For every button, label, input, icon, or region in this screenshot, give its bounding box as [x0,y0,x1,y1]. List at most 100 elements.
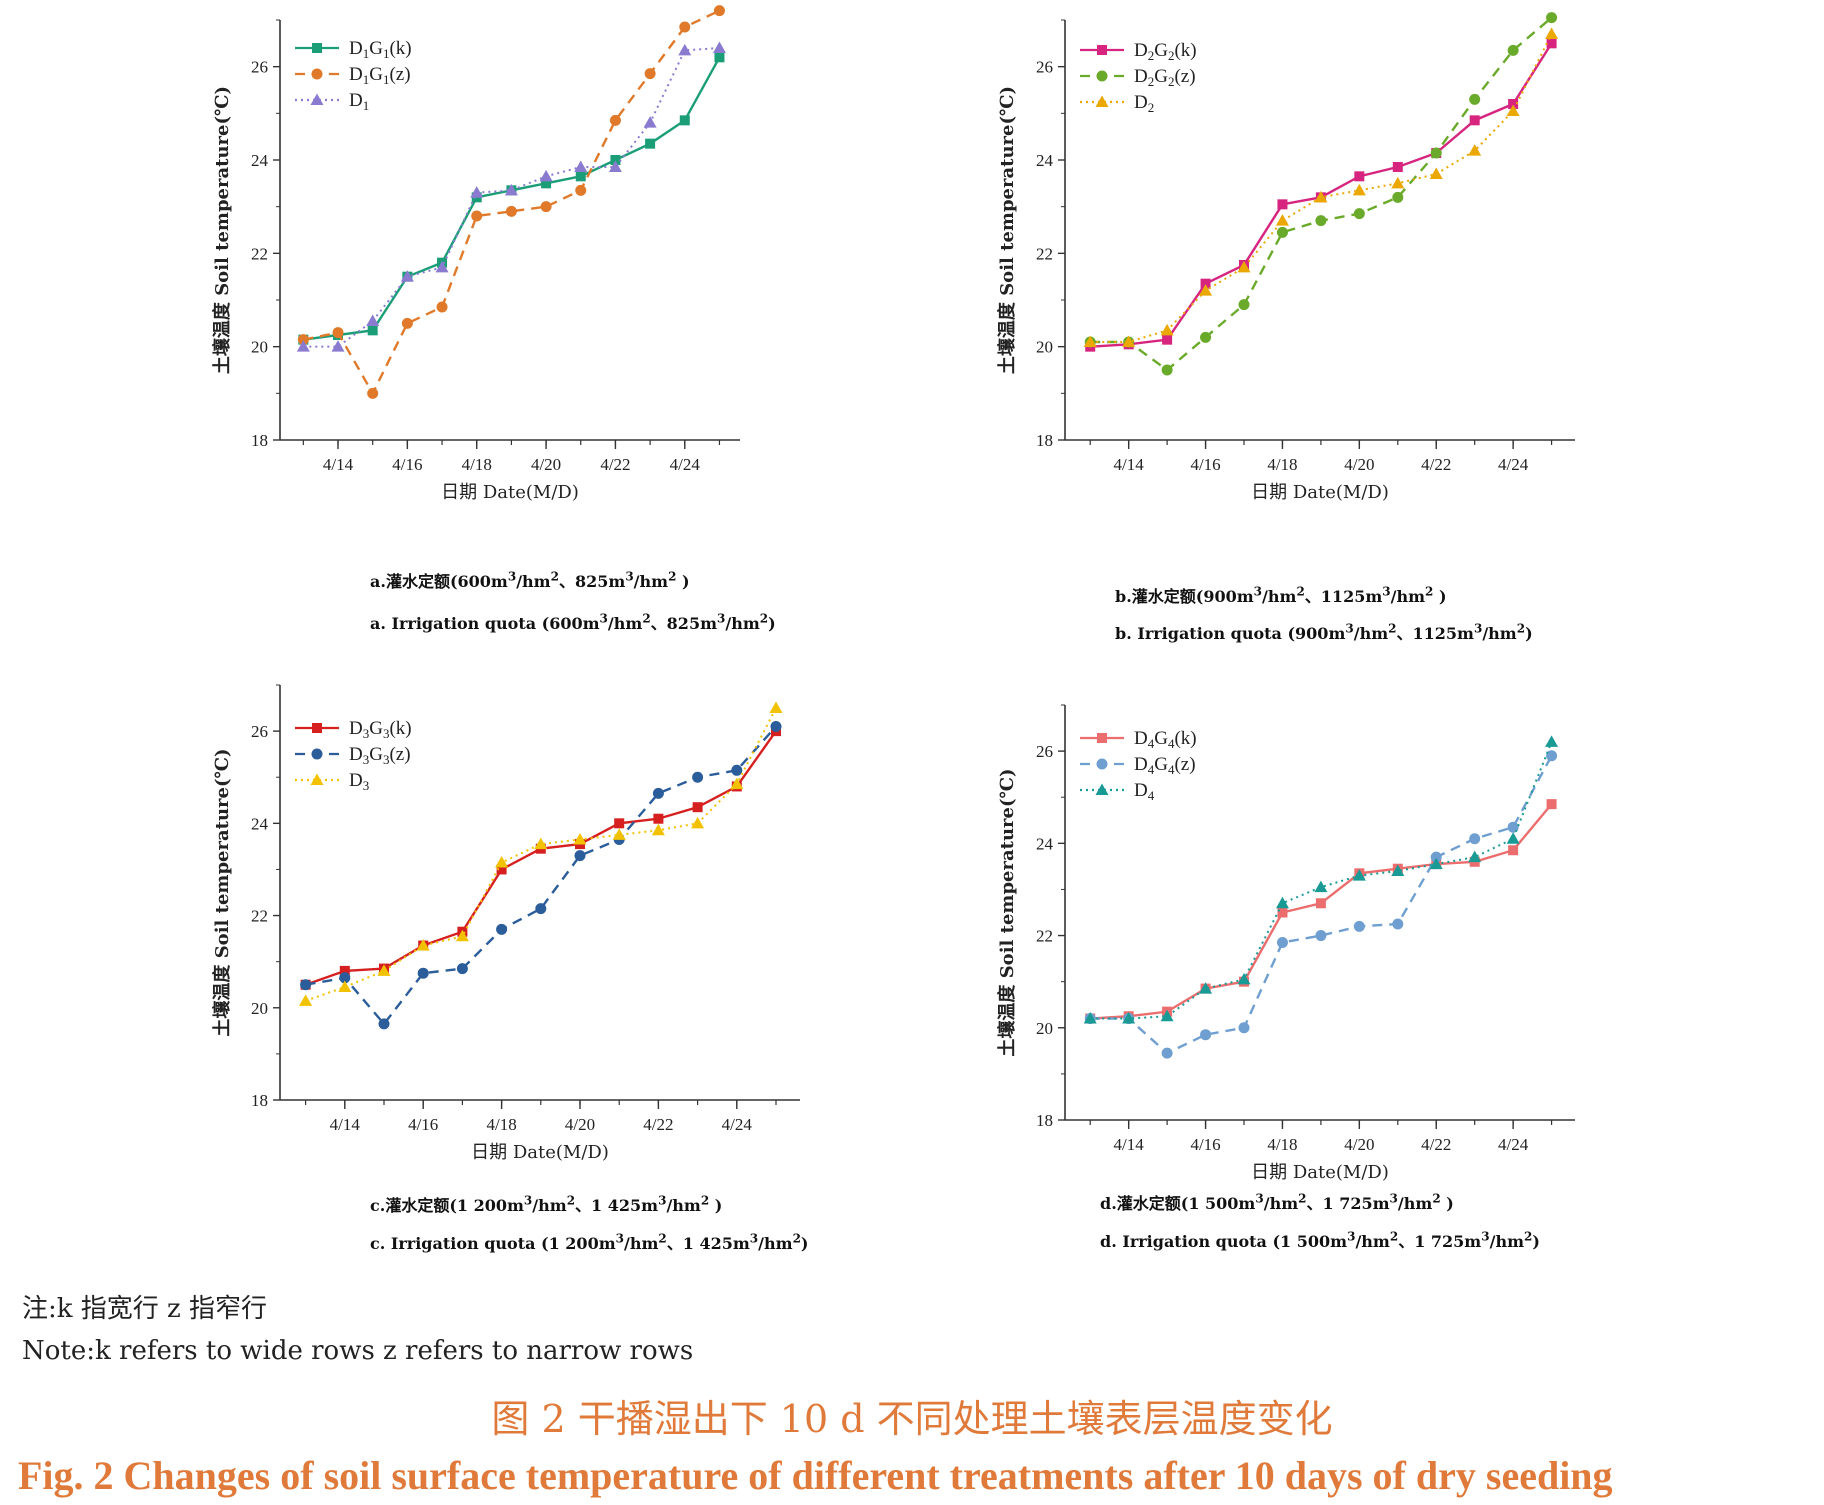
data-point [612,828,626,840]
x-tick-label: 4/18 [1267,1135,1297,1154]
data-point [1277,907,1288,918]
data-point [1468,144,1482,156]
data-point [1352,869,1366,881]
y-axis-title: 土壤温度 Soil temperature(℃) [996,86,1018,374]
legend-marker [1097,733,1107,743]
legend-label: D1 [349,90,369,113]
data-point [541,178,552,189]
data-point [1200,1029,1212,1041]
legend-subscript: 1 [363,46,370,61]
data-point [1468,850,1482,863]
legend-text-part: G [1154,728,1168,749]
data-point [539,169,553,182]
data-point [1200,331,1212,343]
legend-text-part: G [369,64,383,85]
data-point [377,964,391,976]
legend-subscript: 3 [363,726,370,741]
data-point [1122,1012,1136,1024]
series-triangle-group [296,41,726,352]
data-point [573,832,587,845]
legend-text-part: G [369,744,383,765]
chart-d: 18 20 22 24 26 4/14 4/16 4/18 4/20 4/22 4/24 日期 Dat… [996,704,1575,1183]
y-tick-label: 20 [251,338,268,357]
y-tick-label: 18 [251,431,268,450]
y-tick-label: 22 [251,907,268,926]
data-point [1352,183,1366,196]
legend-text-part: D [349,38,363,59]
caption-a-cn: a.灌水定额(600m3/hm2、825m3/hm2 ) [370,569,690,591]
chart-a: 18 20 22 24 26 4/14 4/16 4/18 4/20 4/22 4/24 日期 Dat… [211,5,740,503]
caption-b-en: b. Irrigation quota (900m3/hm2、1125m3/hm… [1115,621,1533,643]
data-point [1545,735,1559,747]
legend-text-part: D [1134,40,1148,61]
x-tick-label: 4/14 [330,1115,361,1134]
caption-d-cn: d.灌水定额(1 500m3/hm2、1 725m3/hm2 ) [1100,1191,1454,1213]
legend-marker [1096,758,1108,770]
x-tick-label: 4/18 [486,1115,516,1134]
data-point [1392,918,1404,930]
caption-a-en: a. Irrigation quota (600m3/hm2、825m3/hm2… [370,611,776,633]
data-point [296,340,310,352]
legend-subscript: 4 [1168,736,1175,751]
series-line [305,730,777,986]
data-point [691,816,705,829]
data-point [1429,167,1443,179]
legend-text-part: D [349,64,363,85]
legend-text-part: D [349,770,363,791]
x-tick-label: 4/20 [531,455,561,474]
legend-text-part: G [1154,754,1168,775]
data-point [496,923,508,935]
data-point [535,903,547,915]
x-tick-label: 4/18 [1267,455,1297,474]
x-tick-label: 4/24 [722,1115,753,1134]
x-tick-label: 4/22 [1421,1135,1451,1154]
data-point [1237,972,1251,985]
data-point [400,270,414,282]
series-line [303,9,720,396]
legend-subscript: 2 [1148,100,1155,115]
y-tick-label: 26 [251,58,268,77]
data-point [1276,226,1288,238]
y-tick-label: 22 [251,244,268,263]
y-tick-label: 24 [251,814,269,833]
data-point [416,939,430,951]
data-point [1392,162,1403,172]
legend-text-part: (k) [1174,40,1196,61]
series-line [1090,741,1553,1020]
data-point [495,856,509,868]
series-circle-group [1084,750,1558,1059]
x-tick-label: 4/16 [1190,1135,1220,1154]
data-point [505,205,517,217]
data-point [367,387,379,399]
series-circle-group [1084,12,1558,376]
x-tick-label: 4/16 [408,1115,438,1134]
data-point [1277,199,1288,210]
data-point [608,160,622,172]
legend-label: D1G1(k) [349,38,412,61]
data-point [1315,215,1327,227]
y-tick-label: 22 [1036,927,1053,946]
x-tick-label: 4/20 [565,1115,595,1134]
legend-label: D4 [1134,780,1155,803]
legend-text-part: G [1154,40,1168,61]
legend-marker [310,93,324,105]
data-point [1122,335,1136,347]
data-point [331,340,345,352]
y-tick-label: 24 [1036,834,1054,853]
data-point [540,201,552,213]
data-point [1546,38,1557,49]
y-axis-title: 土壤温度 Soil temperature(℃) [211,86,233,374]
chart-panel-d: 18 20 22 24 26 4/14 4/16 4/18 4/20 4/22 4/24 日期 Dat… [955,690,1615,1190]
legend-subscript: 4 [1168,762,1175,777]
data-point [1508,845,1519,856]
legend-marker [1097,45,1107,55]
y-tick-label: 18 [251,1091,268,1110]
series-circle-group [297,5,725,399]
data-point [652,787,664,799]
data-point [1430,851,1442,863]
legend-text-part: D [1134,754,1148,775]
data-point [1162,334,1173,345]
legend-label: D3G3(z) [349,744,411,767]
data-point [645,138,656,149]
legend-text-part: G [369,718,383,739]
